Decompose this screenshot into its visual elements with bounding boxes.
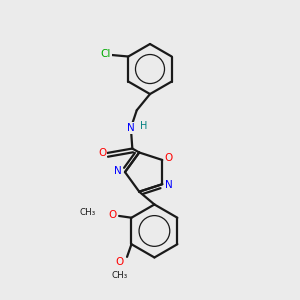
Text: CH₃: CH₃ bbox=[80, 208, 96, 217]
Text: O: O bbox=[116, 257, 124, 267]
Text: Cl: Cl bbox=[100, 50, 111, 59]
Text: H: H bbox=[140, 121, 147, 130]
Text: N: N bbox=[114, 166, 122, 176]
Text: CH₃: CH₃ bbox=[112, 271, 128, 280]
Text: N: N bbox=[165, 180, 173, 190]
Text: O: O bbox=[165, 153, 173, 163]
Text: O: O bbox=[98, 148, 106, 158]
Text: N: N bbox=[127, 123, 135, 133]
Text: O: O bbox=[108, 210, 116, 220]
